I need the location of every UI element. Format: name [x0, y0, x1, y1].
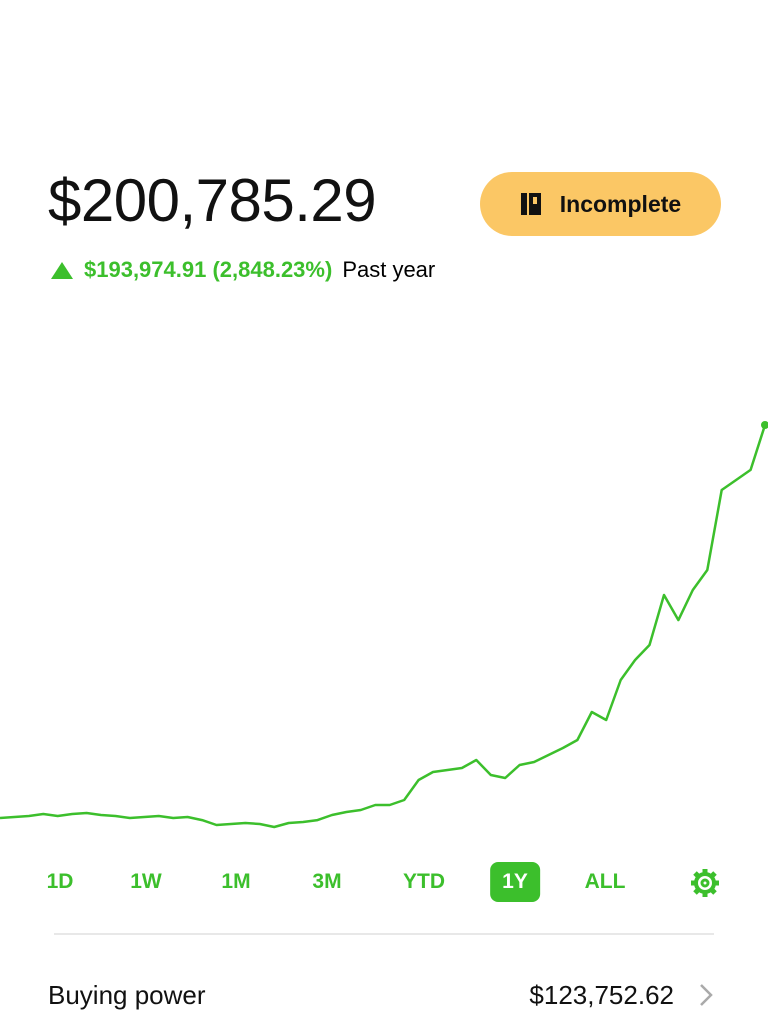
portfolio-chart	[0, 421, 768, 829]
change-row: $193,974.91 (2,848.23%) Past year	[50, 257, 435, 283]
range-tab[interactable]: ALL	[584, 870, 626, 893]
range-tab[interactable]: 1W	[130, 870, 162, 893]
buying-power-label[interactable]: Buying power	[48, 980, 206, 1010]
buying-power-value[interactable]: $123,752.62	[529, 980, 674, 1010]
divider	[54, 933, 714, 935]
balance: $200,785.29	[48, 167, 377, 234]
settings-icon[interactable]	[690, 868, 720, 898]
range-tab[interactable]: 1Y	[490, 862, 540, 902]
status-label: Incomplete	[559, 190, 682, 217]
change-period: Past year	[342, 257, 436, 282]
status-icon	[520, 193, 541, 215]
range-tab[interactable]: 3M	[312, 870, 342, 893]
change-value: $193,974.91 (2,848.23%)	[84, 257, 333, 282]
range-tabs: 1D 1W 1M 3M YTD 1Y ALL	[0, 862, 768, 902]
chevron[interactable]	[698, 982, 714, 1008]
price-line	[0, 424, 767, 829]
range-tab[interactable]: YTD	[403, 870, 445, 893]
status-button[interactable]: Incomplete	[480, 172, 721, 236]
range-tab[interactable]: 1D	[46, 870, 74, 893]
last-point	[761, 421, 768, 429]
range-tab[interactable]: 1M	[221, 870, 251, 893]
up-arrow	[51, 262, 73, 279]
